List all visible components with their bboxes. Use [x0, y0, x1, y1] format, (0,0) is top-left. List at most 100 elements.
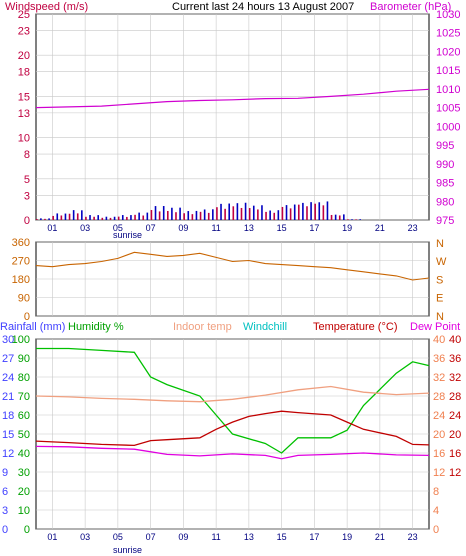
hour-tick-label: 09: [178, 223, 188, 233]
chart-marks: [35, 88, 430, 460]
windspeed-bar: [318, 202, 321, 220]
windspeed-bar: [117, 216, 120, 220]
barometer-tick-label: 1005: [436, 103, 460, 115]
hour-tick-label: 11: [211, 223, 220, 233]
temp-left-tick-label: 40: [433, 334, 445, 346]
humidity-tick-label: 0: [24, 524, 30, 536]
windspeed-bar: [310, 202, 312, 220]
windspeed-bar: [277, 210, 280, 220]
windspeed-bar: [326, 201, 329, 220]
hour-tick-label: 21: [375, 223, 385, 233]
windspeed-bar: [302, 202, 304, 220]
sunrise-label-bottom: sunrise: [113, 545, 142, 555]
windspeed-bar: [195, 210, 198, 220]
humidity-tick-label: 90: [18, 353, 30, 365]
humidity-tick-label: 100: [12, 334, 30, 346]
temp-right-tick-label: 36: [449, 353, 461, 365]
windspeed-bar: [76, 213, 79, 220]
rainfall-tick-label: 9: [2, 467, 8, 479]
temp-right-tick-label: 24: [449, 410, 461, 422]
windspeed-bar: [142, 215, 145, 220]
windspeed-bar: [281, 206, 284, 220]
barometer-line: [35, 88, 430, 109]
direction-tick-label: 0: [24, 311, 30, 323]
windspeed-bar: [56, 213, 59, 220]
windspeed-bar: [101, 217, 104, 220]
windspeed-bar: [257, 209, 259, 220]
temperature-title: Temperature (°C): [313, 321, 397, 333]
windspeed-bar: [64, 213, 67, 220]
humidity-line: [36, 347, 430, 454]
direction-tick-label: 180: [12, 274, 30, 286]
windspeed-bar: [93, 216, 95, 220]
windspeed-bar: [220, 203, 222, 220]
windspeed-bar: [244, 202, 247, 220]
hour-tick-label: 07: [146, 223, 156, 233]
temp-left-tick-label: 12: [433, 467, 445, 479]
windspeed-bar: [212, 209, 214, 220]
windspeed-bar: [216, 207, 218, 220]
humidity-tick-label: 80: [18, 372, 30, 384]
barometer-tick-label: 995: [436, 140, 454, 152]
hour-tick-label: 13: [244, 532, 254, 542]
windspeed-bar: [351, 219, 353, 220]
rainfall-tick-label: 6: [2, 486, 8, 498]
windspeed-bar: [179, 207, 181, 220]
windspeed-bar: [72, 210, 75, 220]
compass-label: N: [436, 238, 444, 250]
windspeed-tick-label: 15: [18, 91, 30, 103]
windspeed-bar: [134, 214, 136, 220]
windspeed-tick-label: 8: [24, 149, 30, 161]
windspeed-bar: [289, 208, 292, 220]
rainfall-tick-label: 12: [2, 448, 14, 460]
windspeed-bar: [44, 218, 46, 220]
windspeed-bar: [183, 213, 185, 220]
rainfall-tick-label: 18: [2, 410, 14, 422]
compass-label: N: [436, 311, 444, 323]
windspeed-bar: [52, 215, 54, 220]
temp-left-tick-label: 36: [433, 353, 445, 365]
windspeed-bar: [130, 215, 132, 220]
humidity-tick-label: 20: [18, 486, 30, 498]
temp-right-tick-label: 32: [449, 372, 461, 384]
windspeed-bar: [359, 219, 362, 220]
temp-right-tick-label: 28: [449, 391, 461, 403]
hour-tick-label: 03: [80, 223, 90, 233]
windspeed-bar: [240, 207, 243, 220]
wind-direction-line: [35, 251, 430, 281]
windspeed-bar: [171, 207, 173, 220]
barometer-title: Barometer (hPa): [370, 1, 451, 13]
windspeed-bar: [347, 219, 349, 220]
indoor-temp-line: [35, 385, 430, 403]
windspeed-bar: [265, 211, 267, 220]
hour-tick-label: 05: [113, 532, 123, 542]
barometer-tick-label: 990: [436, 159, 454, 171]
temp-left-tick-label: 16: [433, 448, 445, 460]
windspeed-bar: [191, 214, 194, 220]
windspeed-bar: [224, 208, 226, 220]
hour-tick-label: 17: [309, 532, 319, 542]
temp-left-tick-label: 0: [433, 524, 439, 536]
compass-label: E: [436, 293, 443, 305]
windspeed-bar: [150, 209, 153, 220]
humidity-tick-label: 10: [18, 505, 30, 517]
humidity-tick-label: 60: [18, 410, 30, 422]
windspeed-bar: [40, 218, 42, 220]
humidity-tick-label: 50: [18, 429, 30, 441]
windspeed-bar: [199, 211, 202, 220]
barometer-tick-label: 1025: [436, 28, 460, 40]
hour-tick-label: 03: [80, 532, 90, 542]
windspeed-bar: [236, 203, 239, 220]
hour-tick-label: 09: [178, 532, 188, 542]
temp-left-tick-label: 20: [433, 429, 445, 441]
direction-tick-label: 90: [18, 293, 30, 305]
barometer-tick-label: 1020: [436, 46, 460, 58]
hour-tick-label: 21: [375, 532, 385, 542]
windspeed-tick-label: 0: [24, 215, 30, 227]
direction-tick-label: 360: [12, 237, 30, 249]
hour-tick-label: 15: [277, 223, 287, 233]
windspeed-bar: [138, 212, 140, 220]
panel-wind-axes: 0358101315182023259759809859909951000100…: [18, 9, 461, 233]
